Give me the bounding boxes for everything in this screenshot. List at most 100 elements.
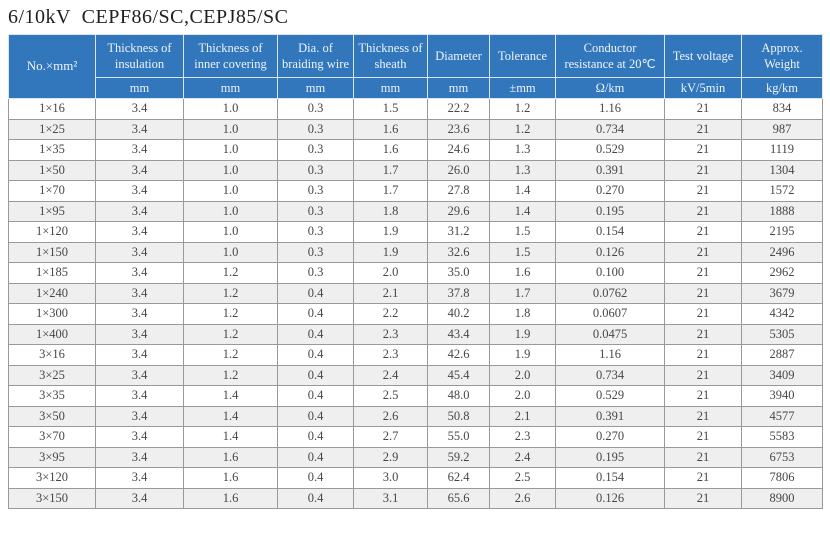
column-header: Thickness of insulation	[95, 34, 184, 78]
value-cell: 1.2	[183, 364, 278, 386]
value-cell: 3.0	[353, 467, 428, 489]
row-size-cell: 1×25	[8, 118, 96, 140]
value-cell: 21	[664, 344, 742, 366]
value-cell: 3.4	[95, 467, 184, 489]
value-cell: 0.0475	[555, 323, 665, 345]
value-cell: 21	[664, 426, 742, 448]
value-cell: 0.529	[555, 139, 665, 161]
value-cell: 0.4	[277, 426, 354, 448]
value-cell: 35.0	[427, 262, 490, 284]
value-cell: 3.4	[95, 323, 184, 345]
row-size-cell: 1×120	[8, 221, 96, 243]
value-cell: 2.1	[489, 405, 556, 427]
value-cell: 3.4	[95, 364, 184, 386]
value-cell: 48.0	[427, 385, 490, 407]
value-cell: 23.6	[427, 118, 490, 140]
value-cell: 21	[664, 385, 742, 407]
value-cell: 21	[664, 303, 742, 325]
column-unit: kg/km	[741, 77, 823, 99]
table-row: 1×50 3.4 1.0 0.3 1.7 26.0 1.3 0.391 21 1304	[8, 159, 823, 181]
column-unit: Ω/km	[555, 77, 665, 99]
value-cell: 2.3	[353, 344, 428, 366]
table-row: 1×70 3.4 1.0 0.3 1.7 27.8 1.4 0.270 21 1572	[8, 180, 823, 202]
value-cell: 1888	[741, 200, 823, 222]
value-cell: 0.734	[555, 364, 665, 386]
page-title: 6/10kV CEPF86/SC,CEPJ85/SC	[8, 6, 289, 28]
header-label-row: No.×mm² Thickness of insulation Thickness…	[8, 34, 823, 99]
value-cell: 3.4	[95, 98, 184, 120]
value-cell: 1.8	[353, 200, 428, 222]
value-cell: 1.6	[353, 118, 428, 140]
value-cell: 1.8	[489, 303, 556, 325]
value-cell: 2.5	[489, 467, 556, 489]
value-cell: 0.4	[277, 385, 354, 407]
value-cell: 6753	[741, 446, 823, 468]
value-cell: 1.2	[183, 323, 278, 345]
value-cell: 2.1	[353, 282, 428, 304]
value-cell: 3679	[741, 282, 823, 304]
table-body: 1×16 3.4 1.0 0.3 1.5 22.2 1.2 1.16 21 834 1×25 3.4 1…	[8, 98, 823, 509]
value-cell: 21	[664, 221, 742, 243]
value-cell: 2.3	[489, 426, 556, 448]
value-cell: 1.9	[489, 344, 556, 366]
value-cell: 1.0	[183, 98, 278, 120]
table-row: 3×35 3.4 1.4 0.4 2.5 48.0 2.0 0.529 21 3940	[8, 385, 823, 407]
table-header: No.×mm² Thickness of insulation Thickness…	[8, 34, 823, 99]
table-row: 1×16 3.4 1.0 0.3 1.5 22.2 1.2 1.16 21 834	[8, 98, 823, 120]
value-cell: 2962	[741, 262, 823, 284]
row-size-cell: 1×185	[8, 262, 96, 284]
value-cell: 43.4	[427, 323, 490, 345]
value-cell: 22.2	[427, 98, 490, 120]
column-header: Thickness of inner covering	[183, 34, 278, 78]
value-cell: 1.4	[489, 180, 556, 202]
table-row: 1×95 3.4 1.0 0.3 1.8 29.6 1.4 0.195 21 1888	[8, 200, 823, 222]
column-header: Diameter	[427, 34, 490, 78]
row-size-cell: 1×95	[8, 200, 96, 222]
column-header: Dia. of braiding wire	[277, 34, 354, 78]
column-header: Thickness of sheath	[353, 34, 428, 78]
value-cell: 8900	[741, 487, 823, 509]
value-cell: 1.7	[489, 282, 556, 304]
value-cell: 3.4	[95, 180, 184, 202]
value-cell: 3.4	[95, 282, 184, 304]
value-cell: 0.195	[555, 200, 665, 222]
value-cell: 3.4	[95, 385, 184, 407]
value-cell: 0.3	[277, 221, 354, 243]
value-cell: 0.3	[277, 118, 354, 140]
value-cell: 0.4	[277, 405, 354, 427]
table-row: 1×150 3.4 1.0 0.3 1.9 32.6 1.5 0.126 21 2496	[8, 241, 823, 263]
row-size-cell: 1×16	[8, 98, 96, 120]
value-cell: 21	[664, 241, 742, 263]
value-cell: 0.391	[555, 405, 665, 427]
value-cell: 21	[664, 262, 742, 284]
value-cell: 987	[741, 118, 823, 140]
value-cell: 0.100	[555, 262, 665, 284]
value-cell: 1.4	[489, 200, 556, 222]
value-cell: 0.0762	[555, 282, 665, 304]
row-size-cell: 3×50	[8, 405, 96, 427]
value-cell: 1119	[741, 139, 823, 161]
value-cell: 1.7	[353, 159, 428, 181]
value-cell: 2.4	[353, 364, 428, 386]
column-unit: mm	[95, 77, 184, 99]
value-cell: 1.2	[183, 344, 278, 366]
value-cell: 3.4	[95, 241, 184, 263]
value-cell: 55.0	[427, 426, 490, 448]
value-cell: 1.16	[555, 344, 665, 366]
value-cell: 0.270	[555, 180, 665, 202]
value-cell: 3.4	[95, 405, 184, 427]
table-row: 1×240 3.4 1.2 0.4 2.1 37.8 1.7 0.0762 21 3679	[8, 282, 823, 304]
value-cell: 1.4	[183, 405, 278, 427]
value-cell: 0.4	[277, 344, 354, 366]
table-row: 1×25 3.4 1.0 0.3 1.6 23.6 1.2 0.734 21 987	[8, 118, 823, 140]
value-cell: 3.4	[95, 118, 184, 140]
value-cell: 2.6	[489, 487, 556, 509]
value-cell: 21	[664, 282, 742, 304]
value-cell: 1.0	[183, 200, 278, 222]
value-cell: 32.6	[427, 241, 490, 263]
value-cell: 31.2	[427, 221, 490, 243]
value-cell: 0.4	[277, 487, 354, 509]
value-cell: 1.6	[183, 467, 278, 489]
row-size-cell: 1×240	[8, 282, 96, 304]
value-cell: 1304	[741, 159, 823, 181]
